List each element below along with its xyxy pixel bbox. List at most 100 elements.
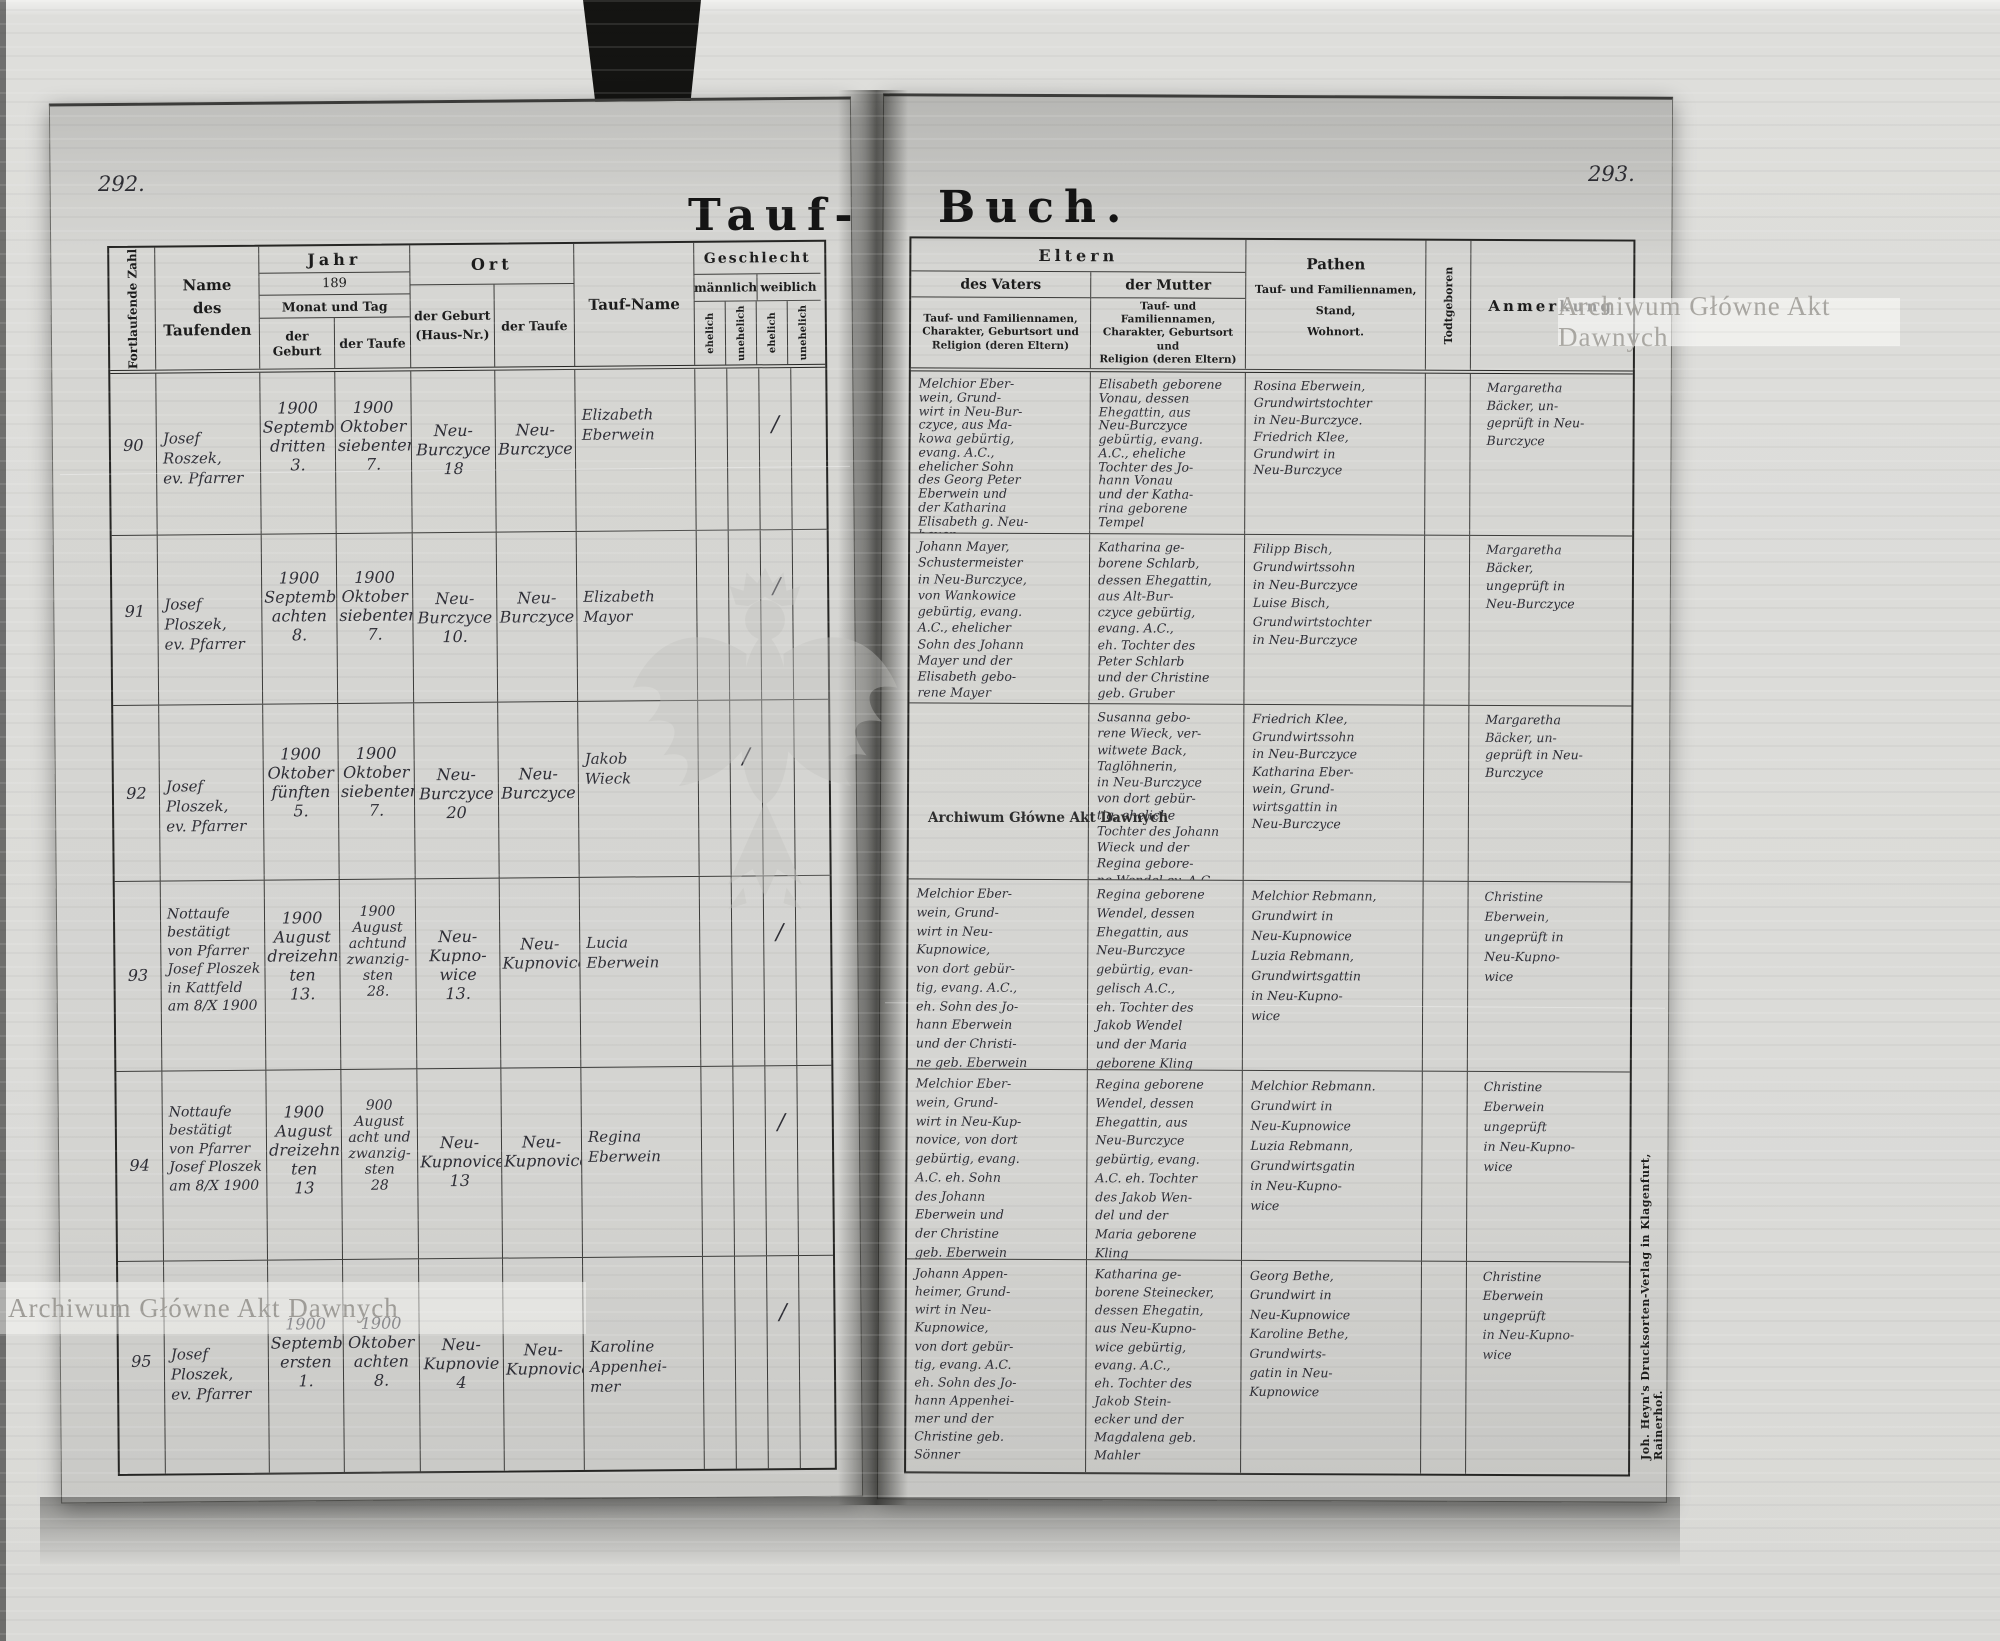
der-taufe-label: der Taufe bbox=[339, 334, 406, 351]
taufe-datum-cell: 900 August acht und zwanzig- sten 28 bbox=[341, 1069, 419, 1260]
pathen-cell: Friedrich Klee, Grundwirtssohn in Neu-Bu… bbox=[1243, 704, 1425, 881]
geburt-datum-cell: 1900 September achten 8. bbox=[261, 534, 339, 704]
row-number: 91 bbox=[111, 535, 160, 705]
geburt-datum-cell: 1900 Oktober fünften 5. bbox=[263, 704, 340, 880]
page-bottom-shadow bbox=[40, 1497, 1680, 1567]
left-table-header: Fortlaufende Zahl Name des Taufenden Jah… bbox=[109, 241, 826, 375]
archive-watermark-center: Archiwum Główne Akt Dawnych bbox=[928, 810, 1169, 826]
taufe-ort-cell: Neu- Kupnovice bbox=[499, 877, 582, 1068]
mutter-cell: Susanna gebo- rene Wieck, ver- witwete B… bbox=[1088, 704, 1245, 880]
scan-edge-line bbox=[0, 0, 6, 1641]
ort-taufe-label: der Taufe bbox=[501, 317, 568, 334]
taufe-datum-cell: 1900 Oktober siebenten 7. bbox=[338, 703, 416, 880]
taufe-datum-cell: 1900 Oktober siebenten 7. bbox=[335, 371, 413, 534]
column-header-geschlecht: Geschlecht männlich weiblich ehelich une… bbox=[694, 241, 821, 365]
geburt-datum-cell: 1900 August dreizehn- ten 13. bbox=[264, 880, 342, 1070]
mark-weiblich-ehelich: ∕ bbox=[759, 368, 793, 530]
row-number: 93 bbox=[114, 881, 163, 1071]
geburt-datum-cell: 1900 August dreizehn- ten 13 bbox=[266, 1070, 344, 1260]
geburt-ort-cell: Neu- Burczyce 10. bbox=[412, 532, 499, 703]
column-header-taufname: Tauf-Name bbox=[574, 242, 696, 366]
mutter-cell: Regina geborene Wendel, dessen Ehegattin… bbox=[1087, 880, 1244, 1070]
pathen-desc: Tauf- und Familiennamen, Stand, Wohnort. bbox=[1254, 282, 1417, 339]
vater-subheader: des Vaters Tauf- und Familiennamen, Char… bbox=[910, 271, 1092, 369]
right-page: Eltern des Vaters Tauf- und Familienname… bbox=[876, 93, 1674, 1503]
page-number-left: 292. bbox=[98, 172, 145, 196]
table-row-94-right: Melchior Eber- wein, Grund- wirt in Neu-… bbox=[906, 1069, 1630, 1263]
taufe-ort-cell: Neu- Kupnovice bbox=[501, 1067, 583, 1258]
mutter-subheader: der Mutter Tauf- und Familiennamen, Char… bbox=[1091, 272, 1246, 369]
mark-weiblich-ehelich: ∕ bbox=[765, 1066, 799, 1256]
fortlaufende-zahl-label: Fortlaufende Zahl bbox=[124, 248, 140, 370]
mutter-cell: Regina geborene Wendel, dessen Ehegattin… bbox=[1086, 1070, 1243, 1260]
taufname-cell: Elizabeth Eberwein bbox=[575, 368, 697, 531]
mark-maennlich-unehelich bbox=[734, 1256, 769, 1469]
pathen-cell: Melchior Rebmann. Grundwirt in Neu-Kupno… bbox=[1241, 1070, 1423, 1261]
row-number: 92 bbox=[113, 705, 161, 881]
geburt-ort-cell: Neu- Burczyce 18 bbox=[411, 370, 497, 533]
vater-cell: Johann Appen- heimer, Grund- wirt in Neu… bbox=[906, 1259, 1087, 1473]
pathen-label: Pathen bbox=[1306, 255, 1366, 274]
anmerkung-cell: Margaretha Bäcker, un- geprüft in Neu- B… bbox=[1485, 711, 1583, 780]
weiblich-label: weiblich bbox=[760, 279, 817, 295]
ort-geburt-label: der Geburt (Haus-Nr.) bbox=[410, 284, 496, 368]
der-mutter-label: der Mutter bbox=[1091, 272, 1246, 299]
pathen-cell: Georg Bethe, Grundwirt in Neu-Kupnowice … bbox=[1241, 1260, 1422, 1474]
column-header-jahr: Jahr 189 Monat und Tag der Geburt der Ta… bbox=[259, 245, 412, 369]
name-taufenden-cell: Nottaufe bestätigt von Pfarrer Josef Plo… bbox=[160, 880, 267, 1071]
pathen-cell: Filipp Bisch, Grundwirtssohn in Neu-Burc… bbox=[1244, 534, 1426, 705]
anmerkung-cell: Margaretha Bäcker, un- geprüft in Neu- B… bbox=[1486, 379, 1585, 448]
anmerkung-cell: Christine Eberwein, ungeprüft in Neu-Kup… bbox=[1484, 888, 1564, 985]
right-table: Eltern des Vaters Tauf- und Familienname… bbox=[904, 236, 1636, 1477]
geburt-ort-cell: Neu- Burczyce 20 bbox=[414, 702, 500, 879]
table-row-91-right: Johann Mayer, Schustermeister in Neu-Bur… bbox=[909, 533, 1633, 707]
row-number: 90 bbox=[110, 373, 158, 535]
column-header-ort: Ort der Geburt (Haus-Nr.) der Taufe bbox=[410, 243, 576, 368]
mark-weiblich-unehelich bbox=[797, 1066, 831, 1255]
archive-eagle-watermark bbox=[632, 567, 898, 910]
mark-weiblich-unehelich bbox=[791, 368, 824, 529]
todtgeboren-cell bbox=[1421, 1071, 1468, 1261]
watermark-band-bottom-left: Archiwum Główne Akt Dawnych bbox=[0, 1282, 586, 1334]
book-title-left: Tauf- bbox=[688, 190, 863, 241]
column-header-todtgeboren: Todtgeboren bbox=[1425, 240, 1472, 370]
archive-watermark-top-right: Archiwum Główne Akt Dawnych bbox=[1558, 291, 1831, 352]
todtgeboren-cell bbox=[1424, 535, 1471, 705]
jahr-label: Jahr bbox=[259, 245, 410, 274]
geburt-ort-cell: Neu- Kupno- wice 13. bbox=[415, 878, 502, 1069]
taufe-ort-cell: Neu- Burczyce bbox=[495, 369, 577, 532]
right-table-header: Eltern des Vaters Tauf- und Familienname… bbox=[910, 238, 1634, 375]
unehelich-label-m: unehelich bbox=[735, 305, 747, 361]
table-row-90: 90 Josef Roszek, ev. Pfarrer 1900 Septem… bbox=[110, 367, 827, 536]
vater-cell: Melchior Eber- wein, Grund- wirt in Neu-… bbox=[910, 371, 1091, 534]
todtgeboren-cell bbox=[1422, 881, 1469, 1071]
table-row-92-right: Susanna gebo- rene Wieck, ver- witwete B… bbox=[908, 703, 1632, 883]
todtgeboren-cell bbox=[1421, 1261, 1467, 1474]
geschlecht-label: Geschlecht bbox=[694, 241, 821, 275]
vater-cell: Melchior Eber- wein, Grund- wirt in Neu-… bbox=[907, 879, 1089, 1070]
mark-maennlich-ehelich bbox=[702, 1256, 737, 1469]
pathen-cell: Rosina Eberwein, Grundwirtstochter in Ne… bbox=[1245, 372, 1426, 535]
name-taufenden-cell: Josef Roszek, ev. Pfarrer bbox=[156, 372, 262, 535]
des-vaters-label: des Vaters bbox=[911, 271, 1091, 299]
archive-watermark-bottom-left: Archiwum Główne Akt Dawnych bbox=[8, 1292, 399, 1323]
pathen-cell: Melchior Rebmann, Grundwirt in Neu-Kupno… bbox=[1242, 880, 1424, 1071]
printer-imprint: Joh. Heyn's Drucksorten-Verlag in Klagen… bbox=[1639, 1153, 1665, 1460]
vater-cell: Johann Mayer, Schustermeister in Neu-Bur… bbox=[909, 533, 1091, 704]
name-taufenden-cell: Nottaufe bestätigt von Pfarrer Josef Plo… bbox=[162, 1070, 269, 1261]
mark-maennlich-ehelich bbox=[701, 1066, 735, 1256]
mutter-cell: Katharina ge- borene Schlarb, dessen Ehe… bbox=[1089, 534, 1246, 704]
anmerkung-cell: Margaretha Bäcker, ungeprüft in Neu-Burc… bbox=[1485, 541, 1575, 612]
table-row-94: 94 Nottaufe bestätigt von Pfarrer Josef … bbox=[116, 1065, 833, 1262]
ehelich-label-m: ehelich bbox=[704, 312, 716, 354]
watermark-band-top-right: Archiwum Główne Akt Dawnych bbox=[1558, 291, 1900, 352]
anmerkung-cell: Christine Eberwein ungeprüft in Neu-Kupn… bbox=[1482, 1268, 1575, 1362]
taufname-cell: Regina Eberwein bbox=[581, 1066, 703, 1257]
table-row-90-right: Melchior Eber- wein, Grund- wirt in Neu-… bbox=[910, 371, 1633, 537]
anmerkung-cell: Christine Eberwein ungeprüft in Neu-Kupn… bbox=[1483, 1078, 1576, 1175]
monat-und-tag-label: Monat und Tag bbox=[259, 294, 410, 319]
todtgeboren-label: Todtgeboren bbox=[1441, 266, 1455, 345]
taufname-cell: Karoline Appenhei- mer bbox=[583, 1256, 705, 1470]
vater-desc: Tauf- und Familiennamen, Charakter, Gebu… bbox=[922, 312, 1079, 352]
